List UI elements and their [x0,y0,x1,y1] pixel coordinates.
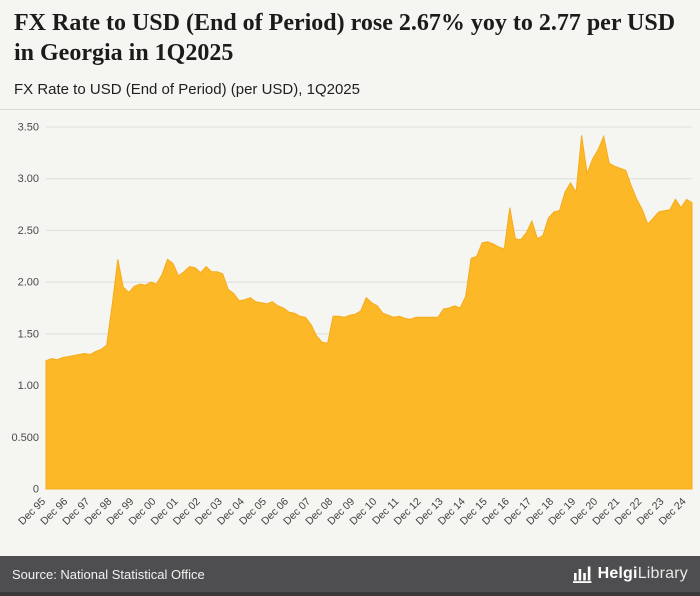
source-text: Source: National Statistical Office [12,566,205,582]
chart-subtitle: FX Rate to USD (End of Period) (per USD)… [14,81,360,98]
page-title: FX Rate to USD (End of Period) rose 2.67… [14,10,676,66]
logo-text-library: Library [637,565,688,582]
footer-bar: Source: National Statistical Office Helg… [0,556,700,592]
header: FX Rate to USD (End of Period) rose 2.67… [0,0,700,98]
svg-text:0.500: 0.500 [11,432,39,444]
svg-text:0: 0 [33,484,39,496]
logo-text-helgi: Helgi [597,565,638,582]
footer-bottom-strip [0,592,700,596]
svg-text:3.00: 3.00 [18,173,39,185]
logo-text: HelgiLibrary [598,565,688,583]
svg-text:1.50: 1.50 [18,328,39,340]
svg-text:2.50: 2.50 [18,225,39,237]
bar-columns-icon [572,566,593,583]
svg-text:2.00: 2.00 [18,277,39,289]
svg-text:1.00: 1.00 [18,380,39,392]
svg-text:3.50: 3.50 [18,122,39,134]
header-divider [0,109,700,110]
helgi-library-logo: HelgiLibrary [572,565,688,583]
